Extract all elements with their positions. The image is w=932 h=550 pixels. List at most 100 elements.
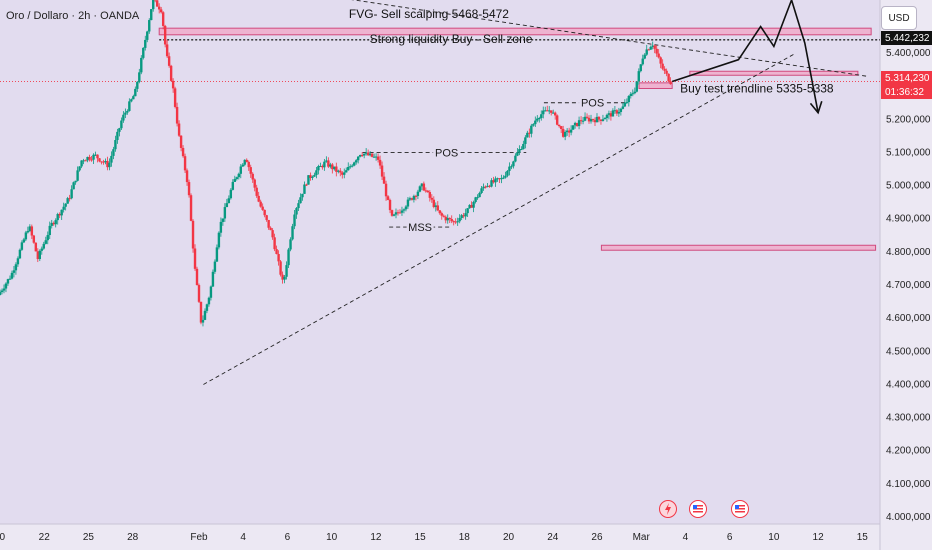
x-tick-label-9: 15 — [415, 532, 427, 543]
candle-body-182 — [360, 154, 364, 156]
chart-title: Oro / Dollaro · 2h · OANDA — [6, 10, 140, 22]
candle-body-26 — [50, 222, 53, 226]
candle-body-285 — [565, 130, 569, 132]
candle-body-132 — [261, 206, 264, 210]
candle-body-81 — [159, 9, 163, 13]
candle-body-256 — [508, 166, 511, 171]
candle-body-5 — [8, 278, 12, 280]
candle-body-87 — [171, 80, 175, 89]
candle-body-209 — [414, 195, 418, 197]
candle-body-315 — [625, 102, 629, 104]
candle-body-178 — [353, 162, 356, 166]
candle-body-89 — [175, 106, 179, 124]
candle-body-214 — [424, 190, 428, 192]
candle-body-283 — [561, 128, 565, 137]
candle-body-119 — [235, 177, 239, 180]
annotation-5: Buy test trendline 5335-5338 — [680, 81, 834, 95]
candle-body-286 — [567, 130, 571, 133]
y-tick-label-8: 4.500,000 — [886, 346, 931, 357]
candle-body-319 — [633, 91, 636, 94]
lower-demand-zone — [600, 244, 877, 251]
candle-body-153 — [303, 184, 306, 194]
candle-body-154 — [305, 184, 308, 186]
candle-body-141 — [279, 261, 282, 275]
candle-body-243 — [482, 186, 485, 189]
candle-body-241 — [478, 192, 481, 198]
candle-body-313 — [621, 106, 625, 109]
candle-body-248 — [492, 180, 495, 183]
candle-body-142 — [281, 274, 284, 280]
candle-body-82 — [161, 12, 165, 26]
candle-body-124 — [245, 159, 248, 162]
candle-body-237 — [470, 204, 473, 208]
flash-event-icon[interactable] — [659, 500, 677, 518]
us-flag-event-icon-2[interactable] — [731, 500, 749, 518]
candle-body-95 — [187, 182, 191, 196]
candle-body-36 — [70, 189, 73, 199]
candle-body-156 — [309, 175, 312, 178]
x-tick-label-7: 10 — [326, 532, 338, 543]
candle-body-252 — [500, 178, 503, 180]
candle-body-70 — [138, 72, 141, 82]
candle-body-123 — [243, 159, 246, 165]
candle-body-211 — [418, 186, 422, 192]
candle-body-133 — [263, 209, 266, 216]
candle-body-117 — [231, 181, 235, 190]
candle-body-92 — [181, 147, 185, 157]
candle-body-193 — [382, 176, 386, 184]
candle-body-208 — [412, 195, 416, 200]
candle-body-233 — [462, 215, 465, 217]
candle-body-324 — [643, 54, 646, 59]
candle-body-102 — [201, 319, 205, 323]
annotation-bg-2 — [433, 146, 461, 159]
candle-body-282 — [559, 126, 563, 129]
candle-body-113 — [223, 207, 227, 219]
candle-body-238 — [472, 202, 475, 208]
us-flag-event-icon[interactable] — [689, 500, 707, 518]
candle-body-17 — [32, 235, 36, 243]
candle-body-134 — [265, 215, 268, 220]
candle-body-328 — [651, 45, 654, 47]
candle-body-204 — [404, 206, 408, 210]
candle-body-6 — [10, 272, 14, 279]
candle-body-50 — [98, 158, 101, 162]
candle-body-31 — [60, 209, 63, 216]
annotation-bg-3 — [579, 96, 607, 109]
candle-body-88 — [173, 88, 177, 107]
candle-body-158 — [313, 174, 316, 177]
candle-body-333 — [661, 63, 664, 69]
bar-countdown-tag: 01:36:32 — [881, 85, 932, 99]
candle-body-75 — [148, 20, 151, 32]
candle-body-258 — [512, 161, 515, 167]
candle-body-337 — [669, 81, 672, 85]
candle-body-164 — [325, 160, 328, 162]
candle-body-222 — [440, 213, 443, 216]
candle-body-316 — [627, 96, 631, 103]
candle-body-170 — [337, 170, 340, 172]
candle-body-284 — [563, 131, 567, 137]
candle-body-101 — [199, 301, 203, 323]
y-tick-label-4: 4.900,000 — [886, 214, 931, 225]
candle-body-74 — [146, 31, 149, 40]
candle-body-96 — [189, 195, 193, 221]
y-tick-label-10: 4.300,000 — [886, 413, 931, 424]
candle-body-25 — [48, 225, 51, 236]
candle-body-111 — [219, 221, 223, 233]
candle-body-93 — [183, 156, 187, 171]
x-tick-label-18: 12 — [813, 532, 825, 543]
candle-body-260 — [516, 152, 519, 156]
candle-body-136 — [269, 227, 272, 231]
candle-body-232 — [460, 215, 463, 218]
currency-button[interactable]: USD — [881, 6, 917, 30]
time-axis-panel — [0, 524, 880, 550]
candle-body-44 — [86, 156, 89, 161]
candle-body-155 — [307, 175, 310, 185]
candle-body-149 — [295, 208, 298, 215]
candle-body-199 — [394, 212, 398, 215]
candle-body-145 — [287, 249, 290, 266]
candle-body-77 — [152, 0, 155, 10]
candle-body-174 — [345, 170, 348, 173]
x-tick-label-13: 26 — [591, 532, 603, 543]
annotation-3: POS — [581, 98, 604, 110]
